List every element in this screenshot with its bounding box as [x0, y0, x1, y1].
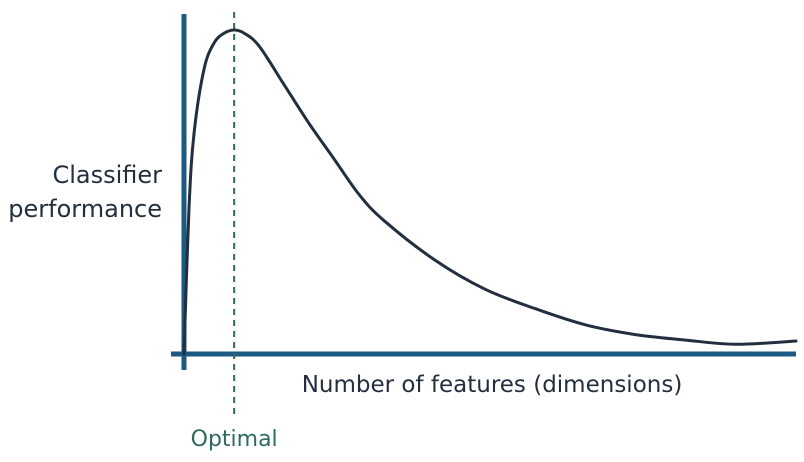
axes — [171, 14, 796, 370]
x-axis-label: Number of features (dimensions) — [302, 372, 683, 398]
y-axis-label-line-1: Classifier — [52, 161, 162, 189]
performance-curve — [182, 28, 798, 356]
y-axis-label-line-2: performance — [8, 195, 162, 223]
optimal-label: Optimal — [191, 427, 278, 452]
